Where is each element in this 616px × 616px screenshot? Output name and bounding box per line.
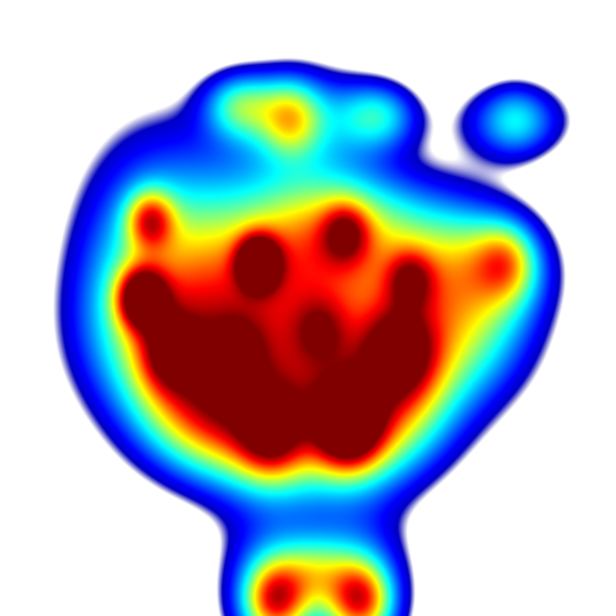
heatmap-stage	[0, 0, 616, 616]
heatmap-density-plot	[0, 0, 616, 616]
